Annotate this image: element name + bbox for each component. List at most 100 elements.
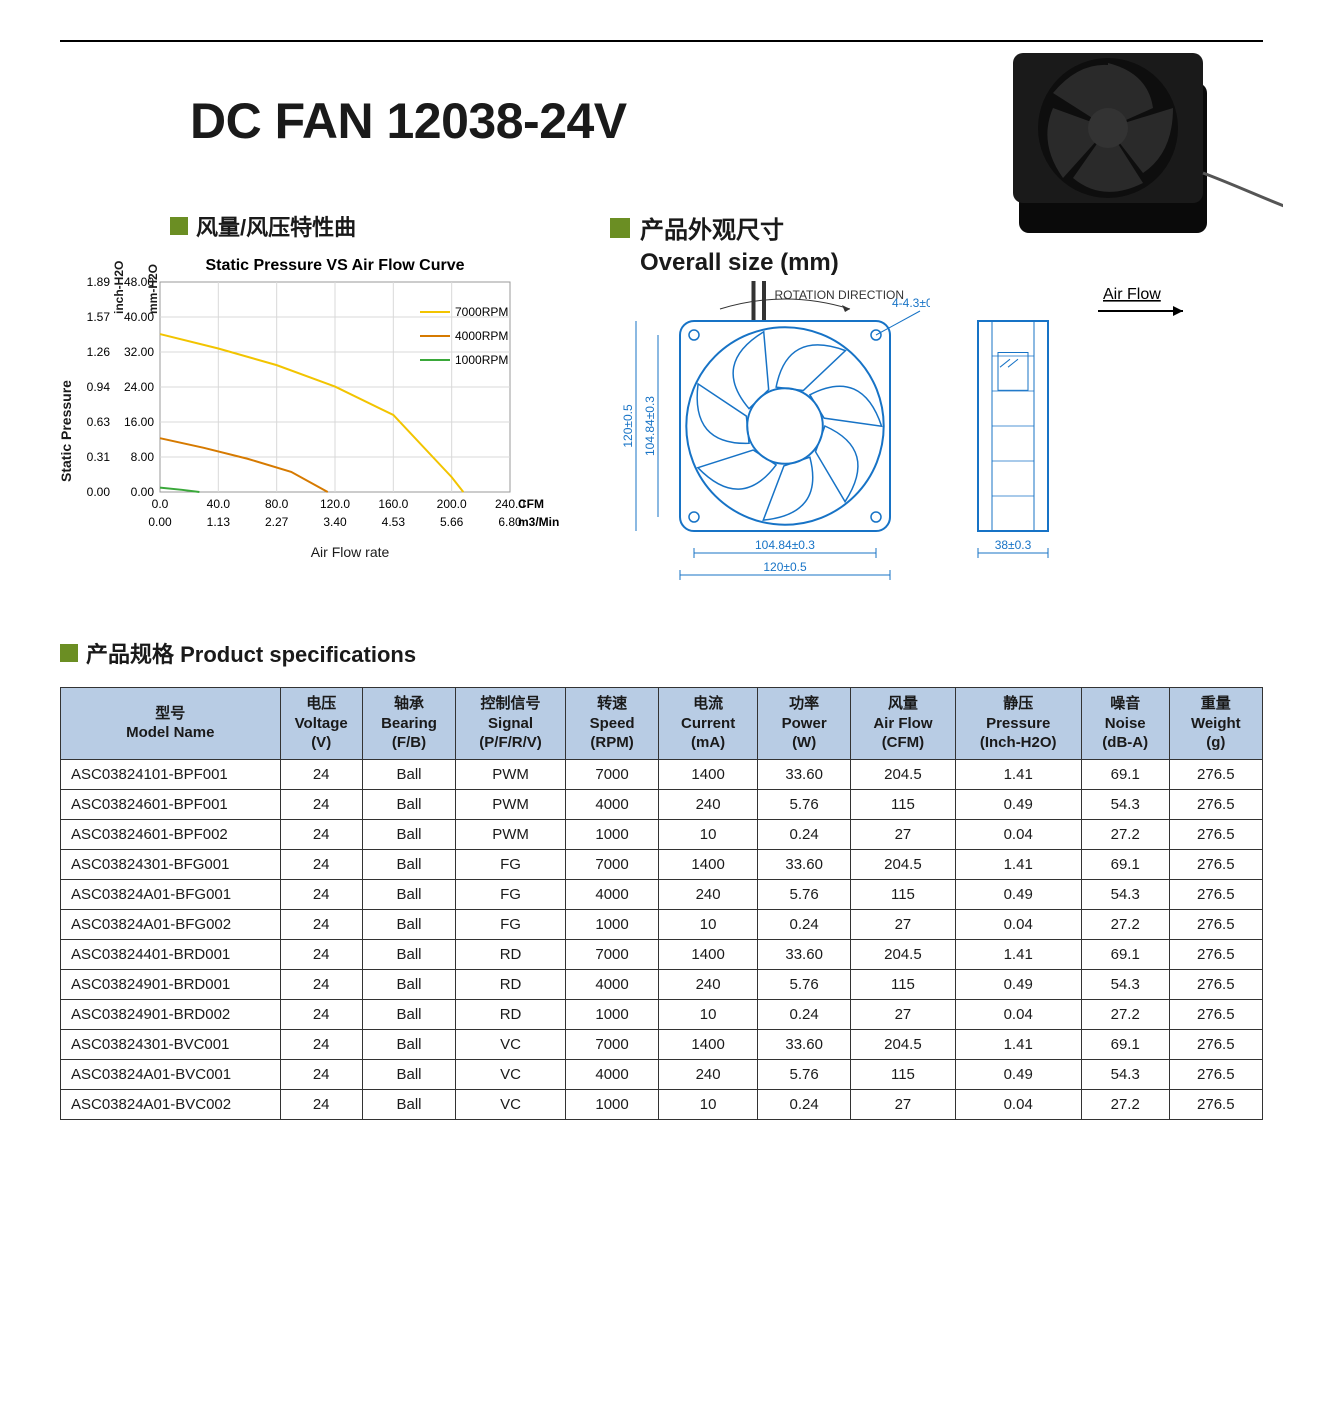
- value-cell: 240: [659, 1059, 758, 1089]
- value-cell: 5.76: [758, 969, 851, 999]
- value-cell: RD: [456, 939, 566, 969]
- value-cell: 115: [851, 1059, 955, 1089]
- value-cell: 33.60: [758, 939, 851, 969]
- fan-product-image: [983, 35, 1283, 245]
- svg-text:7000RPM: 7000RPM: [455, 305, 508, 319]
- value-cell: 10: [659, 819, 758, 849]
- value-cell: Ball: [362, 909, 455, 939]
- svg-text:40.0: 40.0: [207, 497, 231, 511]
- value-cell: 204.5: [851, 1029, 955, 1059]
- value-cell: 1000: [565, 999, 658, 1029]
- value-cell: 54.3: [1081, 879, 1169, 909]
- spec-body: ASC03824101-BPF00124BallPWM7000140033.60…: [61, 759, 1263, 1119]
- value-cell: PWM: [456, 789, 566, 819]
- svg-text:0.63: 0.63: [87, 415, 111, 429]
- x-axis-label: Air Flow rate: [120, 544, 580, 560]
- value-cell: 0.04: [955, 1089, 1081, 1119]
- value-cell: Ball: [362, 819, 455, 849]
- value-cell: 276.5: [1169, 909, 1262, 939]
- spec-header-row: 型号Model Name电压Voltage(V)轴承Bearing(F/B)控制…: [61, 688, 1263, 760]
- value-cell: 54.3: [1081, 789, 1169, 819]
- y2-unit: mm-H2O: [146, 264, 160, 314]
- drawing-row: ROTATION DIRECTION104.84±0.3120±0.5104.8…: [610, 281, 1263, 601]
- value-cell: RD: [456, 969, 566, 999]
- value-cell: 24: [280, 939, 362, 969]
- spec-col-header: 噪音Noise(dB-A): [1081, 688, 1169, 760]
- value-cell: 10: [659, 1089, 758, 1119]
- table-row: ASC03824901-BRD00124BallRD40002405.76115…: [61, 969, 1263, 999]
- svg-text:38±0.3: 38±0.3: [995, 538, 1032, 552]
- svg-text:Static Pressure VS Air Flow Cu: Static Pressure VS Air Flow Curve: [205, 257, 464, 274]
- model-cell: ASC03824A01-BFG001: [61, 879, 281, 909]
- svg-text:5.66: 5.66: [440, 515, 464, 529]
- value-cell: 10: [659, 999, 758, 1029]
- table-row: ASC03824A01-BFG00224BallFG1000100.24270.…: [61, 909, 1263, 939]
- value-cell: 1000: [565, 1089, 658, 1119]
- value-cell: 33.60: [758, 849, 851, 879]
- value-cell: Ball: [362, 849, 455, 879]
- svg-text:104.84±0.3: 104.84±0.3: [643, 396, 657, 456]
- value-cell: 5.76: [758, 789, 851, 819]
- value-cell: 1.41: [955, 1029, 1081, 1059]
- value-cell: 4000: [565, 1059, 658, 1089]
- value-cell: Ball: [362, 1059, 455, 1089]
- model-cell: ASC03824A01-BVC001: [61, 1059, 281, 1089]
- spec-col-header: 功率Power(W): [758, 688, 851, 760]
- value-cell: 204.5: [851, 939, 955, 969]
- spec-col-header: 电压Voltage(V): [280, 688, 362, 760]
- pressure-flow-chart: Static Pressure VS Air Flow Curve0.000.0…: [60, 252, 580, 542]
- model-cell: ASC03824A01-BVC002: [61, 1089, 281, 1119]
- value-cell: VC: [456, 1059, 566, 1089]
- value-cell: 7000: [565, 759, 658, 789]
- side-drawing: Air Flow 38±0.3: [948, 281, 1208, 601]
- two-column-layout: 风量/风压特性曲 Static Pressure inch-H2O mm-H2O…: [60, 210, 1263, 601]
- svg-text:8.00: 8.00: [131, 450, 155, 464]
- value-cell: 1400: [659, 939, 758, 969]
- size-heading-en: Overall size (mm): [640, 249, 1263, 277]
- value-cell: 276.5: [1169, 819, 1262, 849]
- value-cell: 276.5: [1169, 879, 1262, 909]
- curve-heading: 风量/风压特性曲: [170, 210, 580, 242]
- svg-text:0.94: 0.94: [87, 380, 111, 394]
- value-cell: 54.3: [1081, 969, 1169, 999]
- model-cell: ASC03824301-BFG001: [61, 849, 281, 879]
- curve-section: 风量/风压特性曲 Static Pressure inch-H2O mm-H2O…: [60, 210, 580, 560]
- value-cell: 276.5: [1169, 849, 1262, 879]
- value-cell: 276.5: [1169, 969, 1262, 999]
- value-cell: 24: [280, 1089, 362, 1119]
- svg-text:0.00: 0.00: [148, 515, 172, 529]
- value-cell: 69.1: [1081, 939, 1169, 969]
- value-cell: 0.49: [955, 1059, 1081, 1089]
- value-cell: 24: [280, 789, 362, 819]
- table-row: ASC03824401-BRD00124BallRD7000140033.602…: [61, 939, 1263, 969]
- value-cell: 10: [659, 909, 758, 939]
- table-row: ASC03824601-BPF00124BallPWM40002405.7611…: [61, 789, 1263, 819]
- value-cell: 69.1: [1081, 849, 1169, 879]
- svg-text:4.53: 4.53: [382, 515, 406, 529]
- value-cell: 1400: [659, 1029, 758, 1059]
- svg-text:CFM: CFM: [518, 497, 544, 511]
- value-cell: 24: [280, 849, 362, 879]
- model-cell: ASC03824601-BPF002: [61, 819, 281, 849]
- svg-text:4000RPM: 4000RPM: [455, 329, 508, 343]
- model-cell: ASC03824101-BPF001: [61, 759, 281, 789]
- value-cell: 7000: [565, 939, 658, 969]
- value-cell: 0.24: [758, 1089, 851, 1119]
- value-cell: 1400: [659, 849, 758, 879]
- value-cell: 24: [280, 1029, 362, 1059]
- model-cell: ASC03824401-BRD001: [61, 939, 281, 969]
- value-cell: 115: [851, 969, 955, 999]
- svg-text:1.57: 1.57: [87, 310, 111, 324]
- svg-text:ROTATION DIRECTION: ROTATION DIRECTION: [775, 288, 905, 302]
- value-cell: 276.5: [1169, 1029, 1262, 1059]
- value-cell: FG: [456, 909, 566, 939]
- value-cell: 24: [280, 999, 362, 1029]
- spec-col-header: 转速Speed(RPM): [565, 688, 658, 760]
- value-cell: 69.1: [1081, 759, 1169, 789]
- svg-text:Air Flow: Air Flow: [1103, 286, 1161, 303]
- spec-col-header: 电流Current(mA): [659, 688, 758, 760]
- size-section: 产品外观尺寸 Overall size (mm) ROTATION DIRECT…: [610, 210, 1263, 601]
- svg-text:120.0: 120.0: [320, 497, 350, 511]
- value-cell: 54.3: [1081, 1059, 1169, 1089]
- value-cell: FG: [456, 879, 566, 909]
